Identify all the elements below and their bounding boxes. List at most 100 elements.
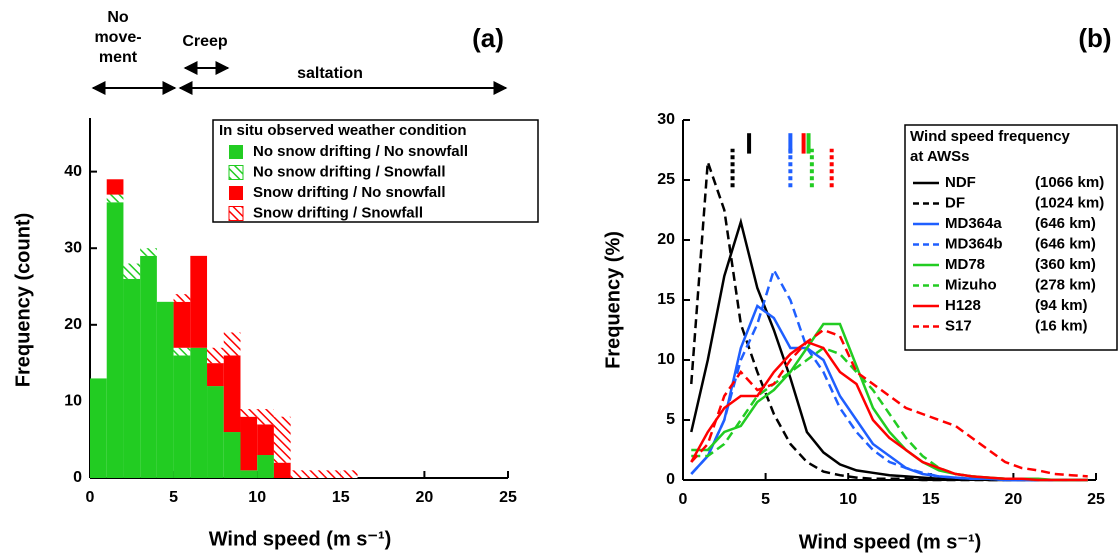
x-tick-label: 15 [332,489,350,506]
x-tick-label: 0 [86,489,95,506]
y-tick-label: 10 [64,393,82,410]
bar-segment [223,355,241,433]
bar-segment [106,194,124,203]
x-tick-label: 25 [1087,491,1105,508]
bar-segment [290,470,308,478]
bar-segment [190,255,208,348]
panel-title: (b) [1078,23,1111,53]
legend-label: MD364b [945,235,1003,252]
x-tick-label: 15 [922,491,940,508]
y-tick-label: 0 [666,471,675,488]
bar-segment [156,301,174,478]
y-tick-label: 5 [666,411,675,428]
bar-segment [240,470,258,478]
legend-distance: (1024 km) [1035,194,1104,211]
bar-segment [207,386,224,478]
x-tick-label: 20 [416,489,434,506]
y-axis-label: Frequency (%) [602,231,624,369]
bar-segment [324,470,341,478]
legend-distance: (646 km) [1035,235,1096,252]
x-tick-label: 5 [169,489,178,506]
y-tick-label: 40 [64,163,82,180]
bar-segment [340,470,358,478]
legend-distance: (1066 km) [1035,174,1104,191]
legend-distance: (94 km) [1035,297,1088,314]
bar-segment [240,416,258,471]
bar-segment [106,202,124,479]
x-tick-label: 10 [248,489,266,506]
y-tick-label: 15 [657,291,675,308]
line [690,328,1088,478]
legend-swatch [228,206,244,221]
bar-segment [106,179,124,195]
legend-box [904,124,1118,351]
y-axis-label: Frequency (count) [12,213,34,387]
legend-distance: (278 km) [1035,276,1096,293]
x-tick-label: 5 [761,491,770,508]
x-tick-label: 20 [1005,491,1023,508]
legend-label: NDF [945,174,976,191]
legend-box [212,119,539,223]
annotation: move- [94,29,141,46]
legend-swatch [228,165,244,180]
legend-label: Snow drifting / No snowfall [253,184,446,201]
bar-segment [257,424,274,456]
bar-segment [173,347,191,356]
legend-title: In situ observed weather condition [219,122,467,139]
legend-label: MD364a [945,215,1002,232]
bar-segment [90,378,107,478]
bar-segment [123,278,141,478]
line [690,266,1088,482]
bar-segment [207,363,224,387]
bar-segment [240,409,258,417]
x-tick-label: 25 [499,489,517,506]
legend-label: H128 [945,297,981,314]
x-tick-label: 0 [679,491,688,508]
legend-label: Mizuho [945,276,997,293]
legend-label: Snow drifting / Snowfall [253,204,423,221]
annotation: ment [99,49,138,66]
bar-segment [223,332,241,356]
legend-label: No snow drifting / No snowfall [253,143,468,160]
x-axis-label: Wind speed (m s⁻¹) [209,528,392,550]
bar-segment [173,294,191,302]
x-tick-label: 10 [839,491,857,508]
bar-segment [223,432,241,478]
bar-segment [273,462,291,478]
bar-segment [140,248,157,256]
legend-swatch [229,186,243,200]
legend-title: Wind speed frequency [910,128,1071,145]
y-tick-label: 20 [64,316,82,333]
legend-label: No snow drifting / Snowfall [253,163,446,180]
legend-label: MD78 [945,256,985,273]
bar-segment [273,416,291,463]
legend-distance: (646 km) [1035,215,1096,232]
bar-segment [140,255,157,478]
legend-distance: (360 km) [1035,256,1096,273]
line [690,340,1088,482]
y-tick-label: 25 [657,171,675,188]
y-tick-label: 30 [657,111,675,128]
legend-distance: (16 km) [1035,317,1088,334]
bar-segment [257,409,274,425]
y-tick-label: 20 [657,231,675,248]
legend-swatch [229,145,243,159]
annotation: No [107,9,129,26]
bar-segment [190,347,208,478]
y-tick-label: 30 [64,239,82,256]
bar-segment [123,263,141,279]
bar-segment [173,355,191,478]
annotation: Creep [182,33,228,50]
x-axis-label: Wind speed (m s⁻¹) [799,531,982,553]
legend-title: at AWSs [910,148,969,165]
y-tick-label: 10 [657,351,675,368]
legend-label: S17 [945,317,972,334]
panel-title: (a) [472,23,504,53]
legend-label: DF [945,194,965,211]
bar-segment [307,470,325,478]
bar-segment [257,455,274,478]
annotation: saltation [297,65,363,82]
bar-segment [207,347,224,364]
bar-segment [173,301,191,348]
